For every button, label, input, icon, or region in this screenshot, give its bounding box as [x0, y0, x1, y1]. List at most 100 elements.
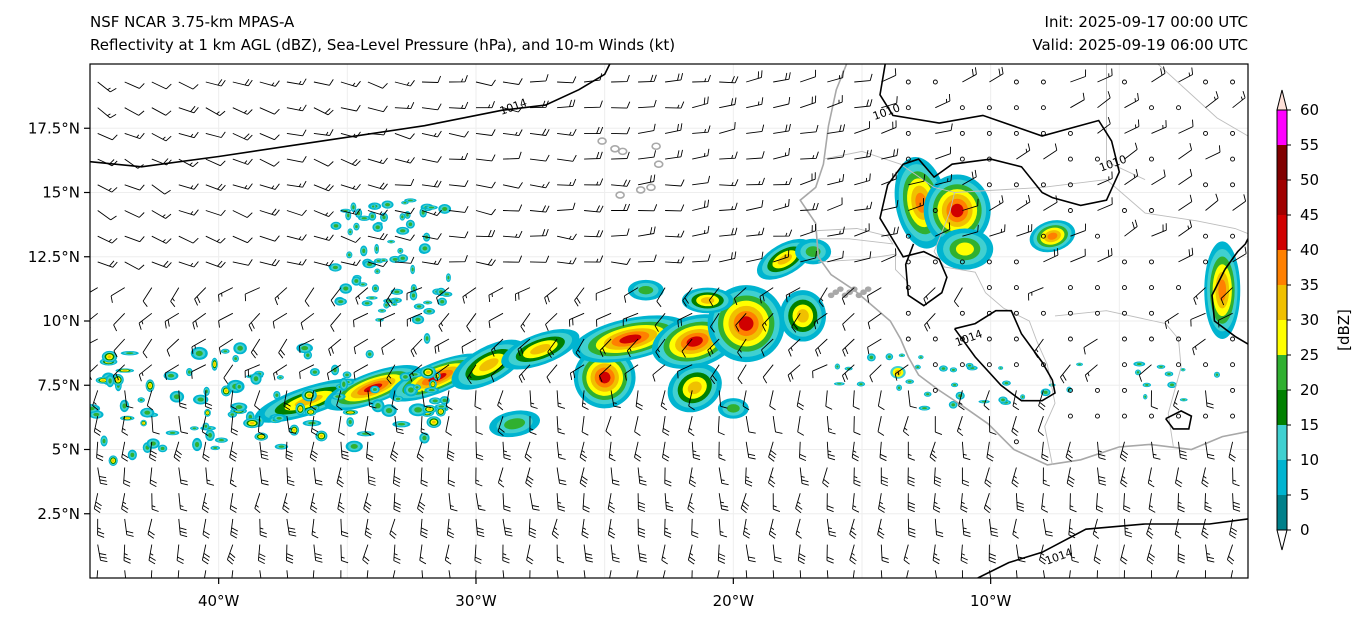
reflectivity-cell — [916, 366, 920, 369]
wind-barb — [1092, 518, 1100, 539]
wind-barb — [1193, 287, 1206, 305]
wind-barb — [719, 122, 736, 134]
wind-barb — [340, 441, 349, 461]
wind-barb — [1038, 390, 1046, 411]
wind-barb — [903, 544, 910, 565]
wind-barb — [894, 364, 909, 381]
wind-barb — [146, 390, 154, 411]
lon-tick-label: 10°W — [970, 592, 1012, 610]
reflectivity-cell — [349, 230, 352, 234]
reflectivity-cell — [836, 365, 839, 368]
wind-barb — [178, 518, 188, 538]
wind-barb — [692, 96, 709, 109]
calm-wind-marker — [1013, 362, 1019, 368]
wind-barb — [1041, 493, 1049, 513]
calm-wind-marker — [1230, 387, 1236, 393]
wind-barb — [881, 68, 897, 83]
wind-barb — [813, 312, 828, 330]
wind-barb — [665, 230, 685, 238]
wind-barb — [421, 209, 442, 217]
wind-barb — [192, 312, 207, 330]
reflectivity-cell — [376, 270, 379, 273]
wind-barb — [1205, 91, 1219, 109]
wind-barb — [638, 204, 658, 212]
wind-barb — [582, 493, 590, 513]
wind-barb — [299, 364, 315, 379]
wind-barb — [634, 441, 642, 462]
wind-barb — [367, 157, 388, 165]
reflectivity-cell — [442, 206, 448, 211]
wind-barb — [581, 416, 589, 436]
colorbar-tick-label: 25 — [1300, 346, 1319, 364]
calm-wind-marker — [986, 105, 992, 111]
wind-barb — [1095, 493, 1104, 513]
reflectivity-cell — [345, 373, 349, 377]
wind-barb — [826, 416, 836, 435]
reflectivity-cell — [400, 229, 406, 233]
wind-barb — [421, 130, 442, 138]
wind-barb — [151, 416, 160, 435]
wind-barb — [474, 390, 482, 410]
wind-barb — [461, 338, 477, 354]
wind-barb — [226, 544, 236, 565]
wind-barb — [362, 544, 370, 565]
reflectivity-cell — [407, 199, 413, 202]
reflectivity-cell — [400, 256, 405, 260]
calm-wind-marker — [986, 336, 992, 342]
reflectivity-cell — [375, 225, 380, 230]
wind-barb — [1011, 415, 1019, 437]
wind-barb — [151, 133, 172, 142]
colorbar-bin — [1277, 390, 1287, 425]
reflectivity-cell — [332, 265, 338, 270]
wind-barb — [97, 184, 118, 193]
reflectivity-cell — [428, 206, 435, 209]
wind-barb — [336, 467, 344, 488]
lat-tick-label: 2.5°N — [37, 505, 80, 523]
wind-barb — [205, 79, 226, 87]
wind-barb — [367, 232, 388, 241]
wind-barb — [989, 66, 1004, 83]
wind-barb — [556, 441, 566, 460]
wind-barb — [230, 390, 238, 410]
wind-barb — [475, 493, 486, 511]
country-border — [954, 179, 1248, 235]
wind-barb — [286, 156, 307, 163]
wind-barb — [638, 150, 657, 160]
wind-barb — [662, 416, 670, 436]
wind-barb — [151, 493, 159, 512]
reflectivity-cell — [415, 317, 421, 322]
reflectivity-cell — [160, 446, 165, 451]
wind-barb — [312, 570, 315, 578]
wind-barb — [90, 312, 98, 328]
wind-barb — [229, 493, 238, 513]
wind-barb — [1177, 493, 1185, 513]
isobar-line — [1165, 410, 1193, 430]
wind-barb — [410, 338, 423, 358]
wind-barb — [502, 255, 523, 263]
wind-barb — [204, 390, 213, 410]
wind-barb — [178, 235, 199, 244]
wind-barb — [557, 128, 577, 136]
wind-barb — [692, 175, 711, 186]
wind-barb — [1070, 92, 1085, 109]
wind-barb — [205, 235, 226, 244]
wind-barb — [421, 180, 442, 188]
reflectivity-cell — [447, 275, 450, 280]
colorbar-bin — [1277, 180, 1287, 215]
wind-barb — [923, 287, 936, 306]
wind-barb — [637, 467, 647, 486]
wind-barb — [1175, 467, 1183, 488]
wind-barb — [528, 518, 537, 539]
wind-barb — [852, 570, 855, 578]
reflectivity-cell — [333, 224, 339, 228]
wind-barb — [1178, 142, 1193, 160]
wind-barb — [201, 544, 210, 565]
wind-barb — [854, 173, 871, 186]
wind-barb — [827, 124, 846, 134]
wind-barb — [340, 80, 361, 88]
wind-barb — [692, 225, 710, 237]
reflectivity-cell — [1182, 399, 1186, 401]
wind-barb — [1205, 390, 1214, 409]
lat-tick-label: 17.5°N — [28, 119, 80, 137]
wind-barb — [795, 518, 802, 539]
